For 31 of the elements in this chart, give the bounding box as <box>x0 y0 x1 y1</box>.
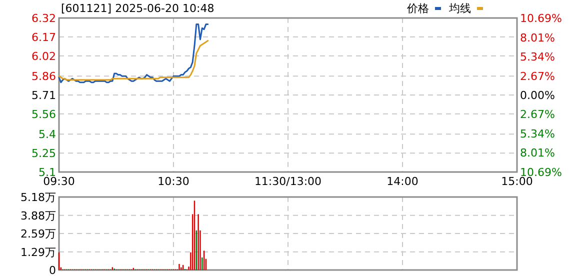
y-tick-label: 6.32 <box>32 12 56 25</box>
legend-label: 均线 <box>448 2 471 15</box>
y-tick-label: 5.25 <box>32 147 56 160</box>
y-tick-label: 6.17 <box>32 30 56 44</box>
x-tick-label: 15:00 <box>501 175 533 188</box>
legend-label: 价格 <box>406 2 429 15</box>
line-series <box>58 24 209 84</box>
y-tick-label: 2.59万 <box>20 228 56 240</box>
y2-tick-label: 5.34% <box>520 127 555 140</box>
chart-title: [601121] 2025-06-20 10:48 <box>61 2 214 15</box>
y2-tick-label: 8.01% <box>520 31 555 44</box>
y-tick-label: 5.71 <box>32 89 56 102</box>
x-tick-label: 14:00 <box>386 175 418 188</box>
y-tick-label: 0 <box>49 264 56 276</box>
x-tick-label: 09:30 <box>43 175 75 188</box>
y-tick-label: 5.18万 <box>20 191 56 204</box>
y2-tick-label: 0.00% <box>520 89 555 102</box>
y-tick-label: 1.29万 <box>20 246 56 259</box>
line-series <box>58 40 209 81</box>
y2-tick-label: 2.67% <box>520 70 555 83</box>
y-tick-label: 3.88万 <box>20 209 56 222</box>
y2-tick-label: 2.67% <box>520 108 555 122</box>
y2-tick-label: 10.69% <box>520 12 562 25</box>
y-tick-label: 5.4 <box>38 128 56 142</box>
y-tick-label: 5.86 <box>32 70 56 84</box>
y-tick-label: 5.56 <box>32 108 56 121</box>
x-tick-label: 10:30 <box>158 175 190 188</box>
x-tick-label: 11:30/13:00 <box>254 175 322 188</box>
y2-tick-label: 8.01% <box>520 146 555 160</box>
y2-tick-label: 5.34% <box>520 50 555 64</box>
y-tick-label: 6.02 <box>32 50 56 63</box>
